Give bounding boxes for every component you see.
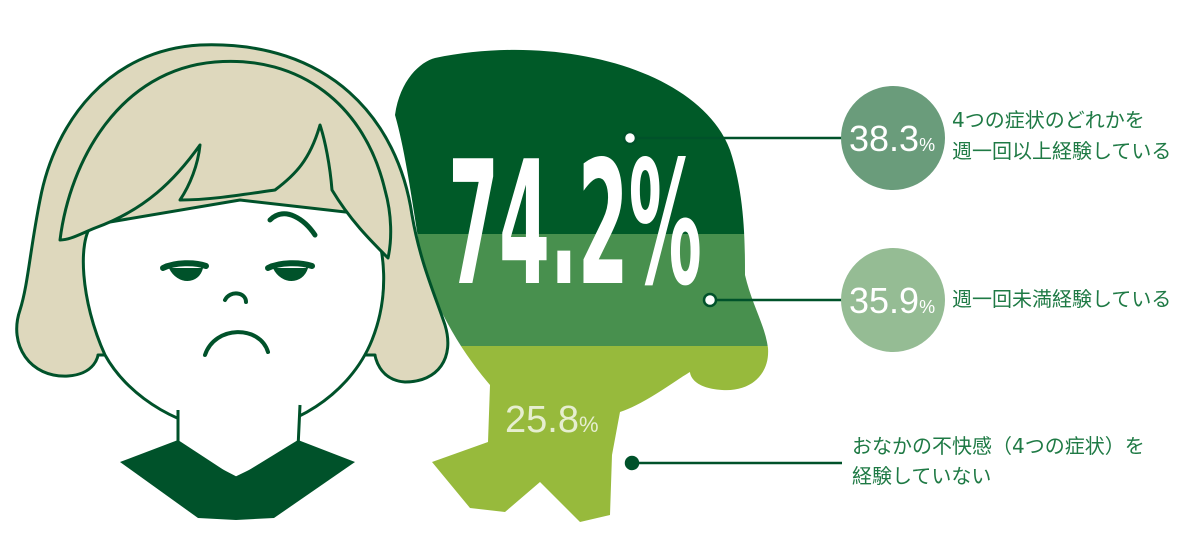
face: [81, 198, 386, 434]
bubble-value-less-than-weekly: 35.9%: [849, 280, 935, 321]
nose: [223, 291, 248, 304]
eye-right: [265, 260, 315, 271]
leader-less-than-weekly-dot: [702, 292, 718, 308]
eye-left-lid: [169, 267, 203, 281]
hair-bangs: [58, 59, 393, 260]
bubble-value-number: 35.9: [849, 280, 919, 321]
mouth-frown: [203, 330, 270, 357]
segment-band-none: [395, 346, 769, 522]
total-percentage: 74.2%: [448, 126, 702, 325]
segment-value-none: 25.8%: [505, 399, 599, 441]
bubble-value-unit: %: [919, 297, 935, 317]
label-weekly-line-2: 週一回以上経験している: [952, 139, 1171, 163]
eye-left: [160, 260, 209, 271]
label-less-than-weekly-line-1: 週一回未満経験している: [952, 287, 1171, 311]
worried-girl-illustration: [15, 43, 450, 520]
label-none-line-2: 経験していない: [852, 464, 991, 488]
bubble-value-unit: %: [919, 135, 935, 155]
segment-value-none-number: 25.8: [505, 399, 579, 441]
leader-none-dot: [624, 455, 640, 471]
label-weekly-line-1: 4つの症状のどれかを: [952, 108, 1145, 132]
leader-lines: [622, 130, 842, 471]
bubble-value-weekly: 38.3%: [849, 118, 935, 159]
segment-value-none-unit: %: [579, 412, 599, 437]
bubble-value-number: 38.3: [849, 118, 919, 159]
eye-right-lid: [273, 267, 308, 281]
bubble-weekly: [841, 86, 945, 190]
label-none-line-1: おなかの不快感（4つの症状）を: [852, 434, 1145, 458]
collar-left: [120, 440, 236, 520]
collar-right: [236, 440, 355, 520]
eyebrow-right: [267, 211, 318, 238]
facial-features: [160, 211, 318, 357]
bubble-less-than-weekly: [841, 248, 945, 352]
leader-weekly-dot: [622, 130, 638, 146]
segment-band-less-than-weekly: [395, 234, 769, 346]
